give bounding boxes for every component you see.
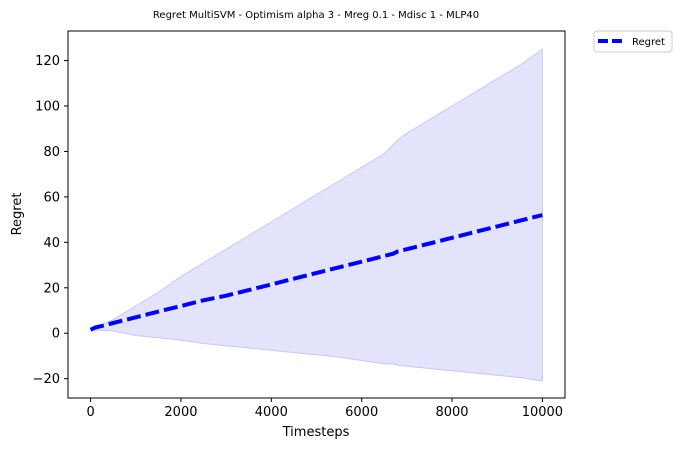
y-tick-label: 60	[43, 190, 60, 205]
x-tick-label: 2000	[164, 405, 197, 420]
y-axis-title: Regret	[10, 193, 25, 236]
legend-label-regret: Regret	[632, 37, 665, 48]
x-axis-title: Timesteps	[282, 425, 350, 440]
y-axis-ticks: −20 0 20 40 60 80 100 120	[33, 54, 68, 387]
confidence-band	[91, 49, 543, 381]
x-axis-ticks: 0 2000 4000 6000 8000 10000	[86, 398, 563, 420]
y-tick-label: 20	[43, 281, 60, 296]
y-tick-label: 120	[35, 54, 60, 69]
x-tick-label: 6000	[345, 405, 378, 420]
legend: Regret	[594, 31, 672, 52]
x-tick-label: 0	[86, 405, 94, 420]
x-tick-label: 8000	[435, 405, 468, 420]
y-tick-label: 0	[52, 327, 60, 342]
x-tick-label: 4000	[255, 405, 288, 420]
x-tick-label: 10000	[522, 405, 563, 420]
y-tick-label: 80	[43, 145, 60, 160]
y-tick-label: −20	[33, 372, 60, 387]
y-tick-label: 100	[35, 99, 60, 114]
chart-title: Regret MultiSVM - Optimism alpha 3 - Mre…	[153, 10, 479, 21]
confidence-band-layer	[91, 49, 543, 381]
y-tick-label: 40	[43, 236, 60, 251]
